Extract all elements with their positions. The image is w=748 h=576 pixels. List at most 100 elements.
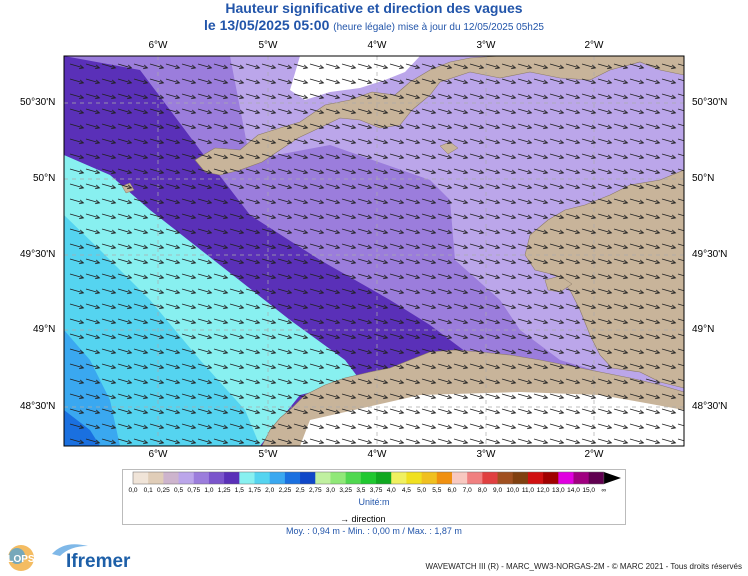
wave-arrow xyxy=(309,333,324,339)
wave-arrow-head xyxy=(110,214,117,220)
wave-arrow-head xyxy=(190,169,197,175)
wave-arrow xyxy=(421,258,436,264)
wave-arrow-head xyxy=(206,229,213,235)
wave-arrow xyxy=(677,348,684,352)
wave-arrow-head xyxy=(350,349,357,355)
wave-arrow-head xyxy=(318,394,325,400)
color-swatch xyxy=(163,472,180,484)
wave-arrow xyxy=(629,348,644,354)
wave-arrow-head xyxy=(302,349,309,355)
color-swatch xyxy=(239,472,256,484)
wave-arrow xyxy=(197,153,212,159)
wave-arrow-head xyxy=(670,379,677,385)
wave-arrow xyxy=(117,363,132,369)
wave-arrow-head xyxy=(622,334,629,340)
wave-arrow-head xyxy=(574,214,581,220)
wave-arrow xyxy=(213,93,228,99)
wave-arrow-head xyxy=(158,319,165,325)
wave-arrow xyxy=(469,378,484,384)
wave-arrow xyxy=(245,333,260,339)
wave-arrow-head xyxy=(302,199,309,205)
wave-arrow-head xyxy=(126,94,133,100)
wave-arrow xyxy=(325,168,340,174)
wave-arrow xyxy=(517,423,532,429)
wave-arrow xyxy=(101,78,116,84)
wave-arrow xyxy=(405,123,420,129)
wave-arrow xyxy=(357,288,372,294)
wave-arrow xyxy=(293,288,308,294)
wave-arrow-head xyxy=(366,79,373,85)
wave-arrow xyxy=(661,393,676,399)
wave-arrow xyxy=(549,258,564,264)
wave-arrow xyxy=(661,318,676,324)
wave-arrow xyxy=(405,378,420,384)
wave-arrow xyxy=(405,78,420,84)
wave-arrow xyxy=(357,438,372,444)
wave-arrow-head xyxy=(302,334,309,340)
wave-arrow xyxy=(149,438,164,444)
wave-arrow xyxy=(357,63,372,69)
wave-arrow-head xyxy=(238,184,245,190)
wave-arrow-head xyxy=(238,244,245,250)
wave-arrow-head xyxy=(110,169,117,175)
wave-arrow-head xyxy=(654,154,661,160)
scale-tick-label: 6,0 xyxy=(447,487,457,494)
wave-arrow-head xyxy=(222,364,229,370)
wave-arrow-head xyxy=(158,409,165,415)
wave-arrow xyxy=(661,78,676,84)
wave-arrow xyxy=(101,438,116,444)
wave-arrow-head xyxy=(398,79,405,85)
wave-arrow-head xyxy=(478,199,485,205)
lops-logo: LOPS xyxy=(7,545,35,571)
wave-arrow xyxy=(133,318,148,324)
wave-arrow-head xyxy=(302,124,309,130)
wave-arrow xyxy=(213,348,228,354)
wave-arrow xyxy=(213,63,228,69)
wave-arrow xyxy=(245,393,260,399)
wave-arrow xyxy=(261,363,276,369)
wave-arrow-head xyxy=(606,124,613,130)
wave-arrow-head xyxy=(350,94,357,100)
wave-arrow-head xyxy=(158,259,165,265)
wave-arrow xyxy=(661,438,676,444)
wave-arrow xyxy=(421,123,436,129)
wave-arrow xyxy=(437,318,452,324)
wave-arrow xyxy=(245,303,260,309)
wave-arrow-head xyxy=(542,349,549,355)
wave-arrow-head xyxy=(206,64,213,70)
wave-arrow xyxy=(629,363,644,369)
wave-arrow-head xyxy=(687,65,691,69)
wave-arrow xyxy=(373,348,388,354)
wave-arrow xyxy=(149,138,164,144)
wave-arrow-head xyxy=(254,274,261,280)
wave-arrow xyxy=(101,198,116,204)
wave-arrow-head xyxy=(78,274,85,280)
scale-tick-label: 0,25 xyxy=(157,487,170,494)
wave-arrow-head xyxy=(478,274,485,280)
wave-arrow-head xyxy=(558,409,565,415)
wave-arrow xyxy=(645,123,660,129)
wave-arrow-head xyxy=(366,124,373,130)
wave-arrow-head xyxy=(446,169,453,175)
wave-arrow xyxy=(677,408,684,412)
scale-tick-label: 5,5 xyxy=(432,487,442,494)
wave-arrow-head xyxy=(366,334,373,340)
wave-arrow-head xyxy=(542,259,549,265)
wave-arrow-head xyxy=(254,424,261,430)
wave-arrow-head xyxy=(382,109,389,115)
wave-arrow xyxy=(501,153,516,159)
wave-arrow xyxy=(325,408,340,414)
wave-arrow xyxy=(613,363,628,369)
wave-arrow xyxy=(101,333,116,339)
wave-arrow xyxy=(421,63,436,69)
lat-label-left: 50°N xyxy=(33,173,56,184)
wave-arrow-head xyxy=(78,319,85,325)
wave-arrow-head xyxy=(622,124,629,130)
wave-arrow xyxy=(101,138,116,144)
wave-arrow-head xyxy=(510,184,517,190)
wave-arrow xyxy=(341,228,356,234)
wave-arrow-head xyxy=(526,259,533,265)
wave-arrow xyxy=(629,273,644,279)
wave-arrow xyxy=(437,303,452,309)
